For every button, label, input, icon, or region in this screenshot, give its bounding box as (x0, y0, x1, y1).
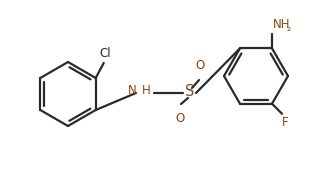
Text: O: O (175, 112, 185, 125)
Text: ₂: ₂ (286, 23, 290, 33)
Text: Cl: Cl (99, 47, 110, 60)
Text: S: S (185, 84, 195, 99)
Text: F: F (282, 116, 288, 129)
Text: O: O (195, 59, 204, 72)
Text: NH: NH (273, 18, 290, 31)
Text: H: H (142, 84, 151, 98)
Text: N: N (128, 84, 137, 98)
